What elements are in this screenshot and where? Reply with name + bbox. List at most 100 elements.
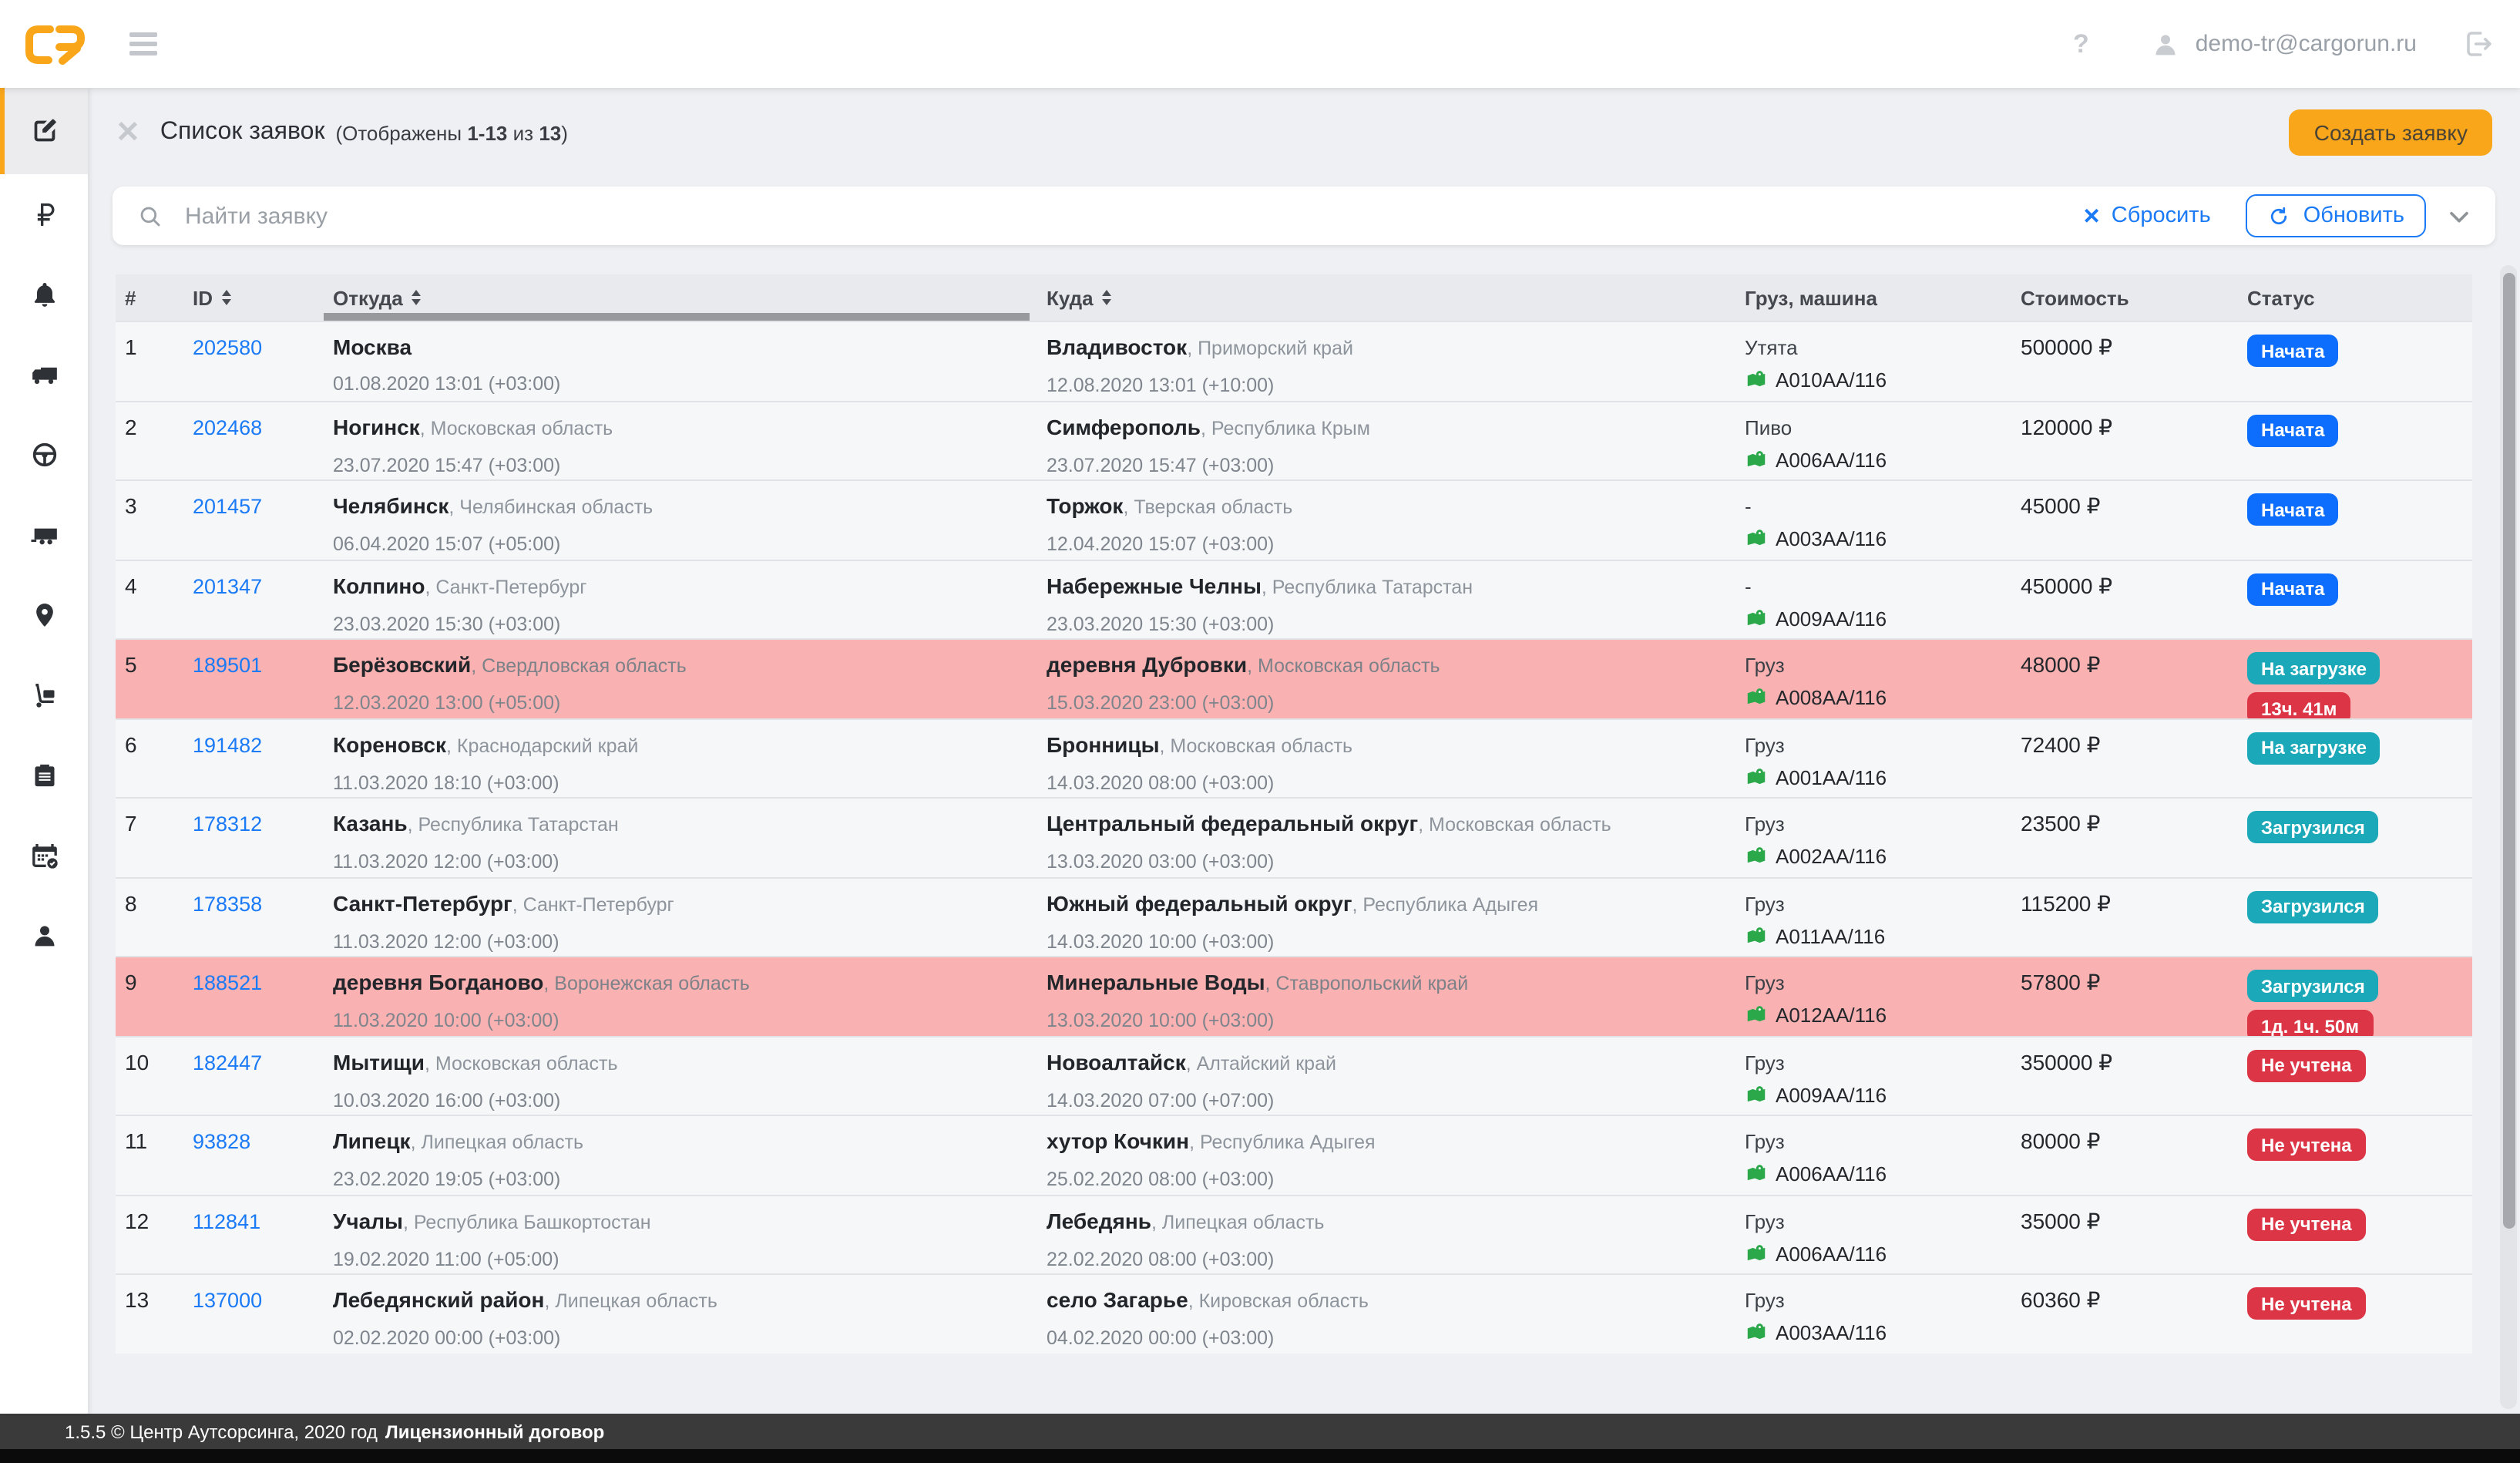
cargo-name: Пиво xyxy=(1745,415,1793,439)
table-row[interactable]: 5 189501 Берёзовский, Свердловская область… xyxy=(116,638,2472,718)
table-row[interactable]: 8 178358 Санкт-Петербург, Санкт-Петербург 1… xyxy=(116,876,2472,956)
close-icon[interactable]: ✕ xyxy=(116,116,140,149)
vehicle-row: A006AA/116 xyxy=(1745,1242,2011,1265)
logout-icon[interactable] xyxy=(2463,28,2495,60)
vertical-scrollbar-track[interactable] xyxy=(2500,265,2517,1409)
cargo-cell: Груз A008AA/116 xyxy=(1735,640,2011,718)
ruble-icon xyxy=(29,199,59,230)
map-marked-icon xyxy=(1745,607,1768,630)
sidebar-item-schedule[interactable] xyxy=(0,816,88,896)
request-id-cell: 201347 xyxy=(183,560,324,638)
status-badge: Не учтена xyxy=(2247,1128,2366,1161)
vehicle-row: A006AA/116 xyxy=(1745,448,2011,471)
price-cell: 48000 ₽ xyxy=(2021,652,2101,677)
vehicle-plate: A006AA/116 xyxy=(1776,448,1887,471)
to-cell: Центральный федеральный округ, Московска… xyxy=(1037,799,1735,876)
table-row[interactable]: 6 191482 Кореновск, Краснодарский край 11.0… xyxy=(116,718,2472,797)
request-id-link[interactable]: 178312 xyxy=(193,812,263,836)
map-marked-icon xyxy=(1745,686,1768,709)
request-id-link[interactable]: 178358 xyxy=(193,892,263,915)
status-cell: Не учтена xyxy=(2238,1196,2472,1273)
location-date: 19.02.2020 11:00 (+05:00) xyxy=(333,1248,559,1270)
table-row[interactable]: 2 202468 Ногинск, Московская область 23.07.… xyxy=(116,400,2472,479)
location-region: , Приморский край xyxy=(1187,338,1353,359)
sidebar-item-cargo[interactable] xyxy=(0,655,88,735)
sidebar-item-trailers[interactable] xyxy=(0,495,88,575)
request-id-link[interactable]: 93828 xyxy=(193,1130,251,1153)
table-row[interactable]: 4 201347 Колпино, Санкт-Петербург 23.03.202… xyxy=(116,559,2472,638)
request-id-link[interactable]: 112841 xyxy=(193,1209,261,1233)
request-id-link[interactable]: 189501 xyxy=(193,654,263,677)
price-cell: 500000 ₽ xyxy=(2021,335,2113,359)
location-city: Казань, Республика Татарстан xyxy=(333,811,619,836)
sidebar-item-notifications[interactable] xyxy=(0,254,88,335)
table-row[interactable]: 13 137000 Лебедянский район, Липецкая обла… xyxy=(116,1273,2472,1353)
request-id-link[interactable]: 201347 xyxy=(193,574,263,597)
table-row[interactable]: 10 182447 Мытищи, Московская область 10.03.… xyxy=(116,1035,2472,1115)
request-id-cell: 201457 xyxy=(183,481,324,559)
reset-filter-button[interactable]: ✕ Сбросить xyxy=(2082,203,2211,228)
price-cell: 120000 ₽ xyxy=(2021,414,2113,439)
cargo-name: Утята xyxy=(1745,336,1798,359)
status-badge: На загрузке xyxy=(2247,652,2381,684)
hamburger-menu-icon[interactable] xyxy=(126,26,160,62)
location-region: , Тверская область xyxy=(1123,496,1293,518)
request-id-link[interactable]: 188521 xyxy=(193,971,263,994)
request-id-link[interactable]: 202468 xyxy=(193,415,263,439)
help-icon[interactable]: ? xyxy=(2072,29,2089,58)
vehicle-row: A002AA/116 xyxy=(1745,845,2011,868)
cargo-cell: Груз A002AA/116 xyxy=(1735,799,2011,876)
price-cell: 60360 ₽ xyxy=(2021,1287,2101,1312)
table-row[interactable]: 12 112841 Учалы, Республика Башкортостан 19… xyxy=(116,1194,2472,1273)
search-input[interactable] xyxy=(182,201,2083,230)
status-badge: Начата xyxy=(2247,573,2339,605)
table-row[interactable]: 11 93828 Липецк, Липецкая область 23.02.202… xyxy=(116,1115,2472,1194)
map-marked-icon xyxy=(1745,765,1768,789)
sidebar-item-drivers[interactable] xyxy=(0,415,88,495)
column-header[interactable]: ID xyxy=(183,286,324,309)
price-cell: 23500 ₽ xyxy=(2021,811,2101,836)
sidebar-item-documents[interactable] xyxy=(0,735,88,816)
table-row[interactable]: 1 202580 Москва 01.08.2020 13:01 (+03:00) Вл… xyxy=(116,321,2472,400)
status-cell: Не учтена xyxy=(2238,1275,2472,1353)
table-row[interactable]: 7 178312 Казань, Республика Татарстан 11.03… xyxy=(116,797,2472,876)
request-id-link[interactable]: 201457 xyxy=(193,495,263,518)
status-badge: Загрузился xyxy=(2247,970,2379,1002)
row-number: 4 xyxy=(125,573,137,597)
column-resize-bar[interactable] xyxy=(324,313,1030,321)
to-cell: Южный федеральный округ, Республика Адыг… xyxy=(1037,878,1735,956)
chevron-down-icon[interactable] xyxy=(2446,203,2472,229)
table-row[interactable]: 9 188521 деревня Богданово, Воронежская об… xyxy=(116,956,2472,1035)
request-id-link[interactable]: 137000 xyxy=(193,1289,263,1312)
location-region: , Алтайский край xyxy=(1185,1052,1336,1074)
from-cell: Санкт-Петербург, Санкт-Петербург 11.03.20… xyxy=(324,878,1037,956)
sort-icon xyxy=(222,290,231,305)
cargo-name: Груз xyxy=(1745,1130,1785,1153)
request-id-cell: 191482 xyxy=(183,719,324,797)
sidebar-item-trucks[interactable] xyxy=(0,335,88,415)
to-cell: деревня Дубровки, Московская область 15.0… xyxy=(1037,640,1735,718)
column-header[interactable]: Откуда xyxy=(324,286,1037,309)
column-header[interactable]: Куда xyxy=(1037,286,1735,309)
refresh-button[interactable]: Обновить xyxy=(2246,194,2426,237)
license-agreement-link[interactable]: Лицензионный договор xyxy=(385,1421,605,1442)
truck-icon xyxy=(29,359,59,390)
request-id-link[interactable]: 191482 xyxy=(193,733,263,756)
location-city: Симферополь, Республика Крым xyxy=(1047,414,1370,439)
status-badge: 1д. 1ч. 50м xyxy=(2247,1010,2373,1035)
table-row[interactable]: 3 201457 Челябинск, Челябинская область 06.… xyxy=(116,479,2472,559)
request-id-link[interactable]: 182447 xyxy=(193,1051,263,1074)
user-email[interactable]: demo-tr@cargorun.ru xyxy=(2195,31,2417,57)
vertical-scrollbar-thumb[interactable] xyxy=(2502,273,2515,1229)
location-region: , Кировская область xyxy=(1188,1290,1369,1312)
cargorun-logo[interactable] xyxy=(25,22,86,66)
sidebar-item-requests[interactable] xyxy=(0,88,88,174)
sidebar-item-profile[interactable] xyxy=(0,896,88,976)
sidebar-item-payments[interactable] xyxy=(0,174,88,254)
request-id-cell: 202580 xyxy=(183,322,324,400)
location-city: Центральный федеральный округ, Московска… xyxy=(1047,811,1611,836)
sidebar-item-tracking[interactable] xyxy=(0,575,88,655)
create-request-button[interactable]: Создать заявку xyxy=(2289,109,2492,156)
status-cell: На загрузке xyxy=(2238,719,2472,797)
request-id-link[interactable]: 202580 xyxy=(193,336,263,359)
